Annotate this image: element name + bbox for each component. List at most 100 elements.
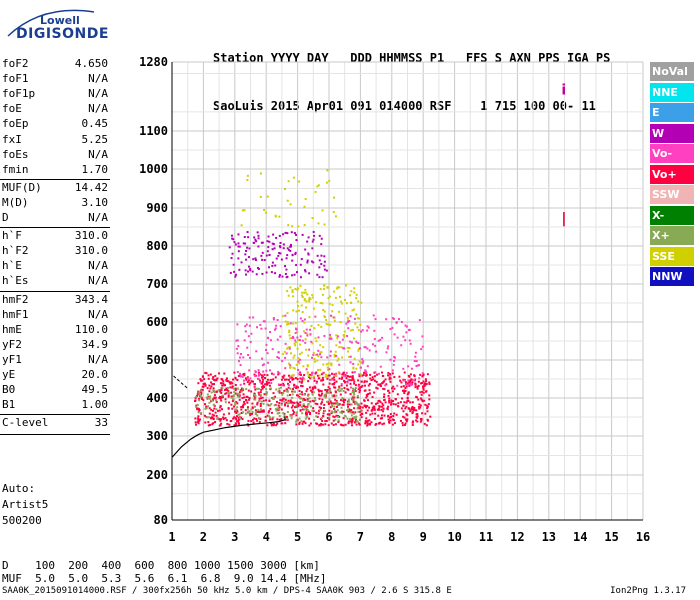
echo-point xyxy=(237,257,240,260)
echo-point xyxy=(312,261,315,264)
echo-point xyxy=(295,411,298,414)
echo-point xyxy=(248,369,251,372)
echo-point xyxy=(356,326,359,329)
echo-point xyxy=(240,411,243,414)
echo-point xyxy=(206,393,209,396)
echo-point xyxy=(246,174,249,177)
echo-point xyxy=(346,417,349,420)
echo-point xyxy=(334,423,337,426)
echo-point xyxy=(231,395,234,398)
echo-point xyxy=(404,422,407,425)
echo-point xyxy=(233,387,236,390)
echo-point xyxy=(399,401,402,404)
echo-point xyxy=(304,198,307,201)
echo-point xyxy=(283,378,286,381)
echo-point xyxy=(388,416,391,419)
echo-point xyxy=(333,411,336,414)
echo-point xyxy=(402,415,405,418)
echo-point xyxy=(290,245,293,248)
echo-point xyxy=(298,390,301,393)
param-value: 343.4 xyxy=(74,292,108,306)
echo-point xyxy=(382,395,385,398)
echo-point xyxy=(387,414,390,417)
echo-point xyxy=(208,407,211,410)
echo-point xyxy=(232,417,235,420)
echo-point xyxy=(420,393,423,396)
echo-point xyxy=(353,291,356,294)
echo-point xyxy=(276,418,279,421)
echo-point xyxy=(243,374,246,377)
echo-point xyxy=(352,387,355,390)
echo-point xyxy=(389,413,392,416)
echo-point xyxy=(261,409,264,412)
echo-point xyxy=(402,410,405,413)
echo-point xyxy=(244,330,247,333)
echo-point xyxy=(291,291,294,294)
echo-point xyxy=(357,349,360,352)
echo-point xyxy=(275,424,278,427)
echo-point xyxy=(345,371,348,374)
echo-point xyxy=(377,372,380,375)
echo-point xyxy=(380,414,383,417)
echo-point xyxy=(332,383,335,386)
echo-point xyxy=(226,388,229,391)
echo-point xyxy=(306,293,309,296)
echo-point xyxy=(346,346,349,349)
echo-point xyxy=(358,391,361,394)
echo-point xyxy=(244,249,247,252)
echo-point xyxy=(356,403,359,406)
param-row: yE 20.0 xyxy=(2,368,110,383)
echo-point xyxy=(281,375,284,378)
echo-point xyxy=(327,424,330,427)
echo-point xyxy=(234,389,237,392)
echo-point xyxy=(386,347,389,350)
echo-point xyxy=(392,403,395,406)
echo-point xyxy=(251,418,254,421)
echo-point xyxy=(256,410,259,413)
echo-point xyxy=(281,384,284,387)
echo-point xyxy=(426,405,429,408)
echo-point xyxy=(319,408,322,411)
echo-point xyxy=(335,372,338,375)
echo-point xyxy=(297,368,300,371)
echo-point xyxy=(218,418,221,421)
echo-point xyxy=(294,377,297,380)
echo-point xyxy=(260,376,263,379)
echo-point xyxy=(304,417,307,420)
echo-point xyxy=(359,414,362,417)
param-name: foEp xyxy=(2,117,29,131)
echo-point xyxy=(260,327,263,330)
echo-point xyxy=(250,390,253,393)
echo-point xyxy=(337,371,340,374)
echo-point xyxy=(269,418,272,421)
echo-point xyxy=(309,422,312,425)
echo-point xyxy=(213,404,216,407)
echo-point xyxy=(326,169,329,172)
echo-point xyxy=(271,261,274,264)
echo-point xyxy=(357,329,360,332)
echo-point xyxy=(328,333,331,336)
echo-point xyxy=(282,412,285,415)
param-name: foF2 xyxy=(2,57,29,70)
echo-point xyxy=(284,367,287,370)
echo-point xyxy=(320,422,323,425)
echo-point xyxy=(228,392,231,395)
param-value: N/A xyxy=(88,259,108,273)
param-row: h`F 310.0 xyxy=(2,229,110,244)
y-tick-label: 500 xyxy=(146,353,168,367)
echo-point xyxy=(413,360,416,363)
echo-point xyxy=(289,364,292,367)
y-tick-label: 1100 xyxy=(139,124,168,138)
echo-point xyxy=(321,419,324,422)
echo-point xyxy=(278,274,281,277)
echo-point xyxy=(256,403,259,406)
legend-item: NNE xyxy=(650,82,694,102)
echo-point xyxy=(368,392,371,395)
echo-point xyxy=(317,184,320,187)
echo-point xyxy=(246,408,249,411)
echo-point xyxy=(353,412,356,415)
echo-point xyxy=(349,420,352,423)
echo-point xyxy=(425,390,428,393)
echo-point xyxy=(258,393,261,396)
echo-point xyxy=(416,420,419,423)
